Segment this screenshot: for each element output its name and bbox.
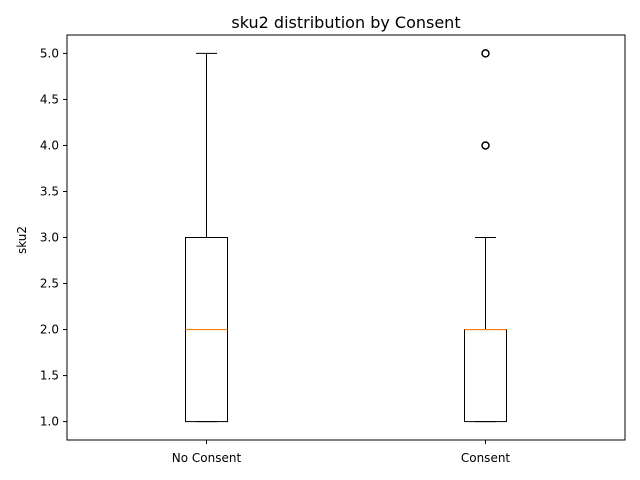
- y-tick-label: 3.0: [40, 231, 59, 245]
- box-group: [185, 52, 228, 423]
- outlier-point: [481, 49, 490, 58]
- y-tick-label: 4.5: [40, 92, 59, 106]
- y-axis: 1.0 1.5 2.0 2.5 3.0 3.5 4.0 4.5 5.0: [40, 46, 67, 429]
- box-group: [464, 49, 507, 423]
- outlier-point: [481, 141, 490, 150]
- y-tick-label: 3.5: [40, 184, 59, 198]
- y-tick-label: 2.5: [40, 277, 59, 291]
- x-axis: No Consent Consent: [172, 440, 511, 465]
- x-tick-label: Consent: [461, 451, 511, 465]
- y-axis-label: sku2: [15, 226, 29, 254]
- y-tick-label: 5.0: [40, 46, 59, 60]
- y-tick-label: 1.0: [40, 415, 59, 429]
- plot-area: [66, 34, 626, 441]
- y-tick-label: 4.0: [40, 138, 59, 152]
- y-tick-label: 2.0: [40, 323, 59, 337]
- chart-title: sku2 distribution by Consent: [231, 13, 460, 32]
- y-tick-label: 1.5: [40, 369, 59, 383]
- boxes: [185, 49, 507, 423]
- x-tick-label: No Consent: [172, 451, 242, 465]
